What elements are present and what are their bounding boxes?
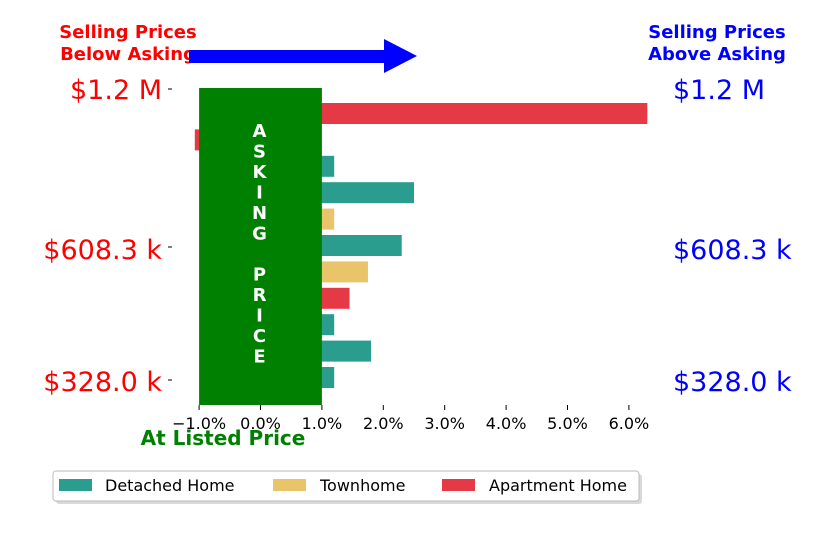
x-tick-label-6: 5.0% [547,414,588,433]
band-letter-2: K [253,162,268,183]
right-header-line2: Above Asking [648,44,786,65]
x-tick-label-7: 6.0% [609,414,650,433]
left-price-label-bottom: $328.0 k [43,367,162,398]
left-header-line2: Below Asking [60,44,196,65]
x-tick-label-5: 4.0% [486,414,527,433]
band-letter-10: C [253,326,266,347]
band-letter-4: N [252,203,267,224]
legend-swatch-townhome [273,479,306,491]
asking-price-band [199,88,322,405]
bar-apartment-home-0 [260,103,648,124]
legend-label-detached-home: Detached Home [105,476,235,495]
band-letter-1: S [253,142,266,163]
direction-arrow-icon [189,39,417,73]
band-letter-11: E [253,347,265,368]
left-price-label-top: $1.2 M [70,75,162,106]
left-header-line1: Selling Prices [59,22,196,43]
legend: Detached Home Townhome Apartment Home [52,470,642,504]
band-letter-9: I [256,306,263,327]
band-letter-3: I [256,183,263,204]
right-header-line1: Selling Prices [648,22,785,43]
band-letter-8: R [253,285,267,306]
x-tick-label-0: −1.0% [172,414,226,433]
legend-label-townhome: Townhome [319,476,405,495]
left-price-label-mid: $608.3 k [43,235,162,266]
x-tick-label-1: 0.0% [240,414,281,433]
right-price-label-bottom: $328.0 k [673,367,792,398]
band-letter-0: A [253,121,267,142]
band-letter-5: G [252,224,267,245]
legend-swatch-detached-home [59,479,92,491]
x-tick-label-4: 3.0% [424,414,465,433]
legend-swatch-apartment-home [442,479,475,491]
right-price-label-top: $1.2 M [673,75,765,106]
at-listed-price-label: At Listed Price [141,426,306,450]
x-tick-label-3: 2.0% [363,414,404,433]
legend-label-apartment-home: Apartment Home [489,476,627,495]
right-price-label-mid: $608.3 k [673,235,792,266]
x-axis: −1.0% 0.0% 1.0% 2.0% 3.0% 4.0% 5.0% 6.0% [172,405,649,433]
x-tick-label-2: 1.0% [302,414,343,433]
legend-frame [52,470,640,502]
band-letter-7: P [253,265,266,286]
